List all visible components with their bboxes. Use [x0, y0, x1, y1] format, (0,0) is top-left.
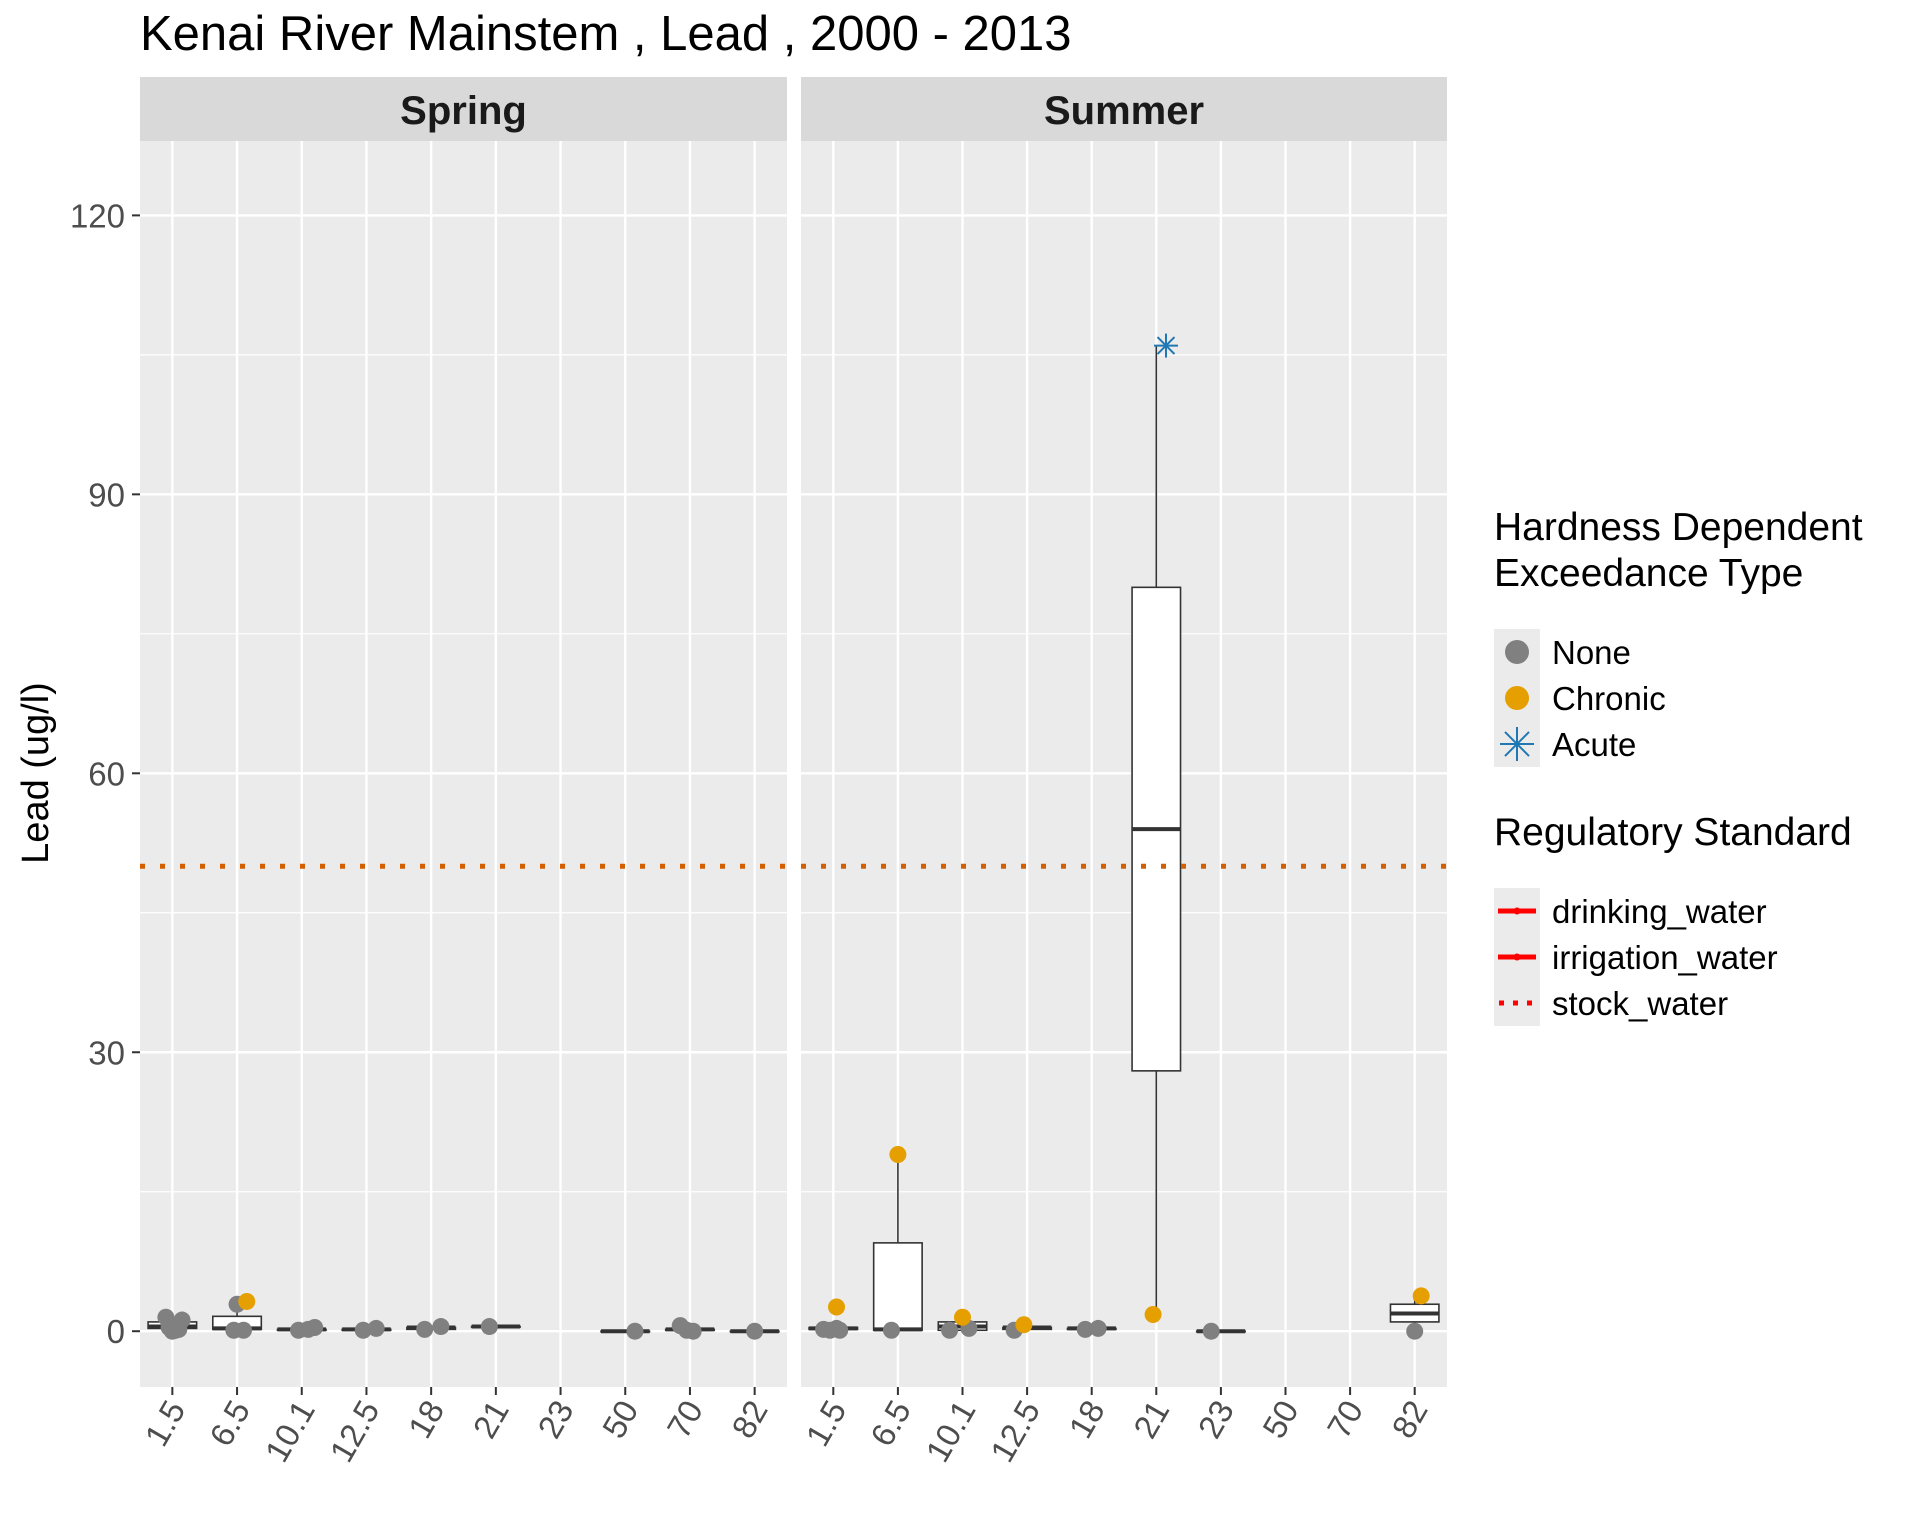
- x-tick-label: 70: [1320, 1394, 1370, 1444]
- x-tick-label: 23: [530, 1394, 580, 1444]
- legend-label: stock_water: [1552, 985, 1728, 1022]
- x-tick-label: 50: [1255, 1394, 1305, 1444]
- panel-background: [140, 141, 787, 1387]
- x-tick-label: 21: [466, 1394, 516, 1444]
- panel-spring: Spring 1.5 6.5 10.1 12.5 18 21 23 50 70 82: [137, 77, 787, 1468]
- point-none: [416, 1320, 434, 1338]
- legend-line-dot: [1513, 907, 1521, 915]
- point-none: [746, 1322, 764, 1340]
- box-body: [872, 1242, 923, 1332]
- point-none: [235, 1321, 253, 1339]
- x-tick-label: 18: [1061, 1394, 1111, 1444]
- x-tick-label: 6.5: [202, 1394, 257, 1452]
- legend-item: Acute: [1494, 721, 1636, 767]
- legend-title: Hardness Dependent: [1494, 506, 1863, 549]
- asterisk-stroke: [1156, 336, 1176, 355]
- point-none: [163, 1322, 181, 1340]
- point-none: [882, 1321, 900, 1339]
- x-tick-label: 82: [724, 1394, 774, 1444]
- legend-label: None: [1552, 634, 1631, 671]
- legend-group-1: Regulatory Standard drinking_waterirrigat…: [1494, 811, 1852, 1026]
- x-tick-label: 12.5: [983, 1394, 1047, 1468]
- point-chronic: [1015, 1316, 1033, 1334]
- y-tick-label: 30: [88, 1034, 125, 1071]
- point-chronic: [954, 1308, 971, 1326]
- facet-strip: [140, 77, 787, 141]
- y-axis: 0 30 60 90 120: [70, 197, 140, 1350]
- y-axis-label: Lead (ug/l): [15, 682, 57, 864]
- legend-line-dot: [1513, 953, 1521, 961]
- point-chronic: [1412, 1287, 1430, 1305]
- point-chronic: [828, 1298, 846, 1316]
- x-tick-label: 18: [401, 1394, 451, 1444]
- legend-dot: [1505, 686, 1529, 710]
- point-none: [367, 1319, 385, 1337]
- x-tick-label: 10.1: [918, 1394, 982, 1468]
- point-none: [480, 1318, 498, 1336]
- point-none: [626, 1322, 644, 1340]
- point-none: [432, 1318, 450, 1336]
- point-none: [1202, 1322, 1220, 1340]
- point-none: [1406, 1322, 1424, 1340]
- x-tick-label: 1.5: [798, 1394, 853, 1452]
- facet-label: Spring: [400, 89, 527, 133]
- legend-title: Regulatory Standard: [1494, 811, 1852, 854]
- y-tick-label: 120: [70, 197, 125, 234]
- legend-item: None: [1494, 629, 1631, 675]
- x-tick-label: 12.5: [322, 1394, 386, 1468]
- legend-dot: [1505, 640, 1529, 664]
- legend-label: irrigation_water: [1552, 939, 1778, 976]
- x-tick-label: 82: [1384, 1394, 1434, 1444]
- point-none: [354, 1321, 372, 1339]
- point-chronic: [889, 1146, 907, 1164]
- box-21: [1131, 345, 1182, 1315]
- legend-item: Chronic: [1494, 675, 1666, 721]
- panel-background: [801, 141, 1447, 1387]
- facet-strip: [801, 77, 1447, 141]
- legend-label: drinking_water: [1552, 893, 1767, 930]
- y-tick-label: 0: [107, 1313, 125, 1350]
- point-chronic: [238, 1292, 256, 1310]
- facet-label: Summer: [1044, 89, 1204, 133]
- x-tick-label: 70: [660, 1394, 710, 1444]
- point-none: [306, 1318, 324, 1336]
- x-tick-label: 23: [1191, 1394, 1241, 1444]
- point-none: [1076, 1320, 1094, 1338]
- legend-item: drinking_water: [1494, 888, 1767, 934]
- legend-title: Exceedance Type: [1494, 552, 1803, 595]
- legend-label: Acute: [1552, 726, 1636, 763]
- point-none: [831, 1321, 849, 1339]
- box-6.5: [872, 1154, 923, 1332]
- panel-summer: Summer 1.5 6.5 10.1 12.5 18 21 23 50 70 82: [798, 77, 1447, 1468]
- x-tick-label: 50: [595, 1394, 645, 1444]
- legend-item: stock_water: [1494, 980, 1728, 1026]
- point-none: [1089, 1319, 1107, 1337]
- legend-label: Chronic: [1552, 680, 1666, 717]
- legend-asterisk: [1500, 727, 1534, 761]
- legend-item: irrigation_water: [1494, 934, 1778, 980]
- x-tick-label: 1.5: [137, 1394, 192, 1452]
- x-tick-label: 10.1: [258, 1394, 322, 1468]
- box-82: [1389, 1295, 1440, 1331]
- y-tick-label: 60: [88, 755, 125, 792]
- y-tick-label: 90: [88, 476, 125, 513]
- point-acute: [1153, 333, 1178, 358]
- asterisk-stroke: [1504, 731, 1530, 757]
- x-tick-label: 21: [1126, 1394, 1176, 1444]
- point-none: [941, 1321, 959, 1339]
- chart-title: Kenai River Mainstem , Lead , 2000 - 201…: [140, 7, 1072, 61]
- point-none: [684, 1322, 702, 1340]
- point-chronic: [1144, 1305, 1162, 1323]
- x-tick-label: 6.5: [863, 1394, 918, 1452]
